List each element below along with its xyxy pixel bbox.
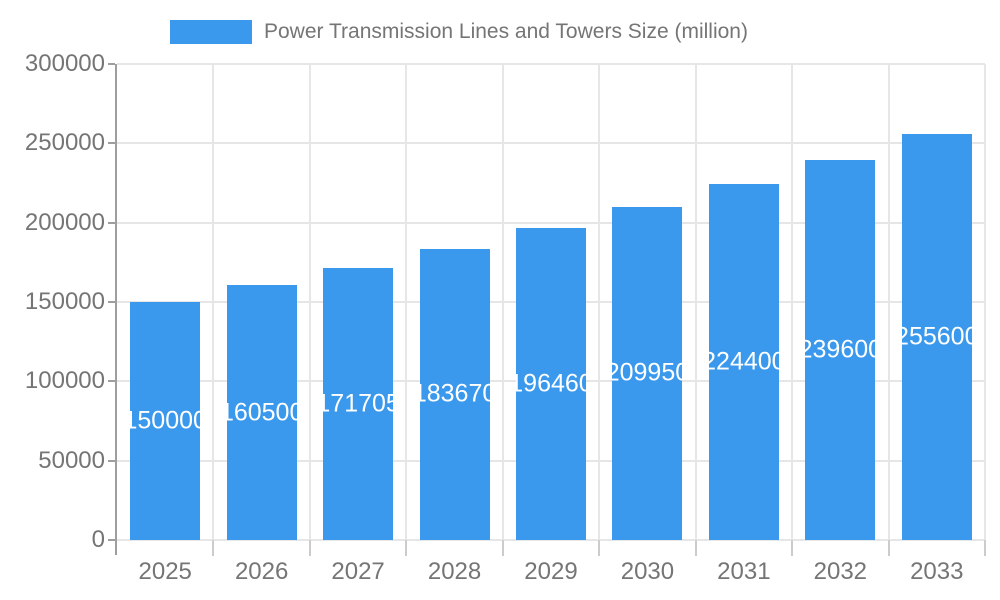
y-axis-label: 200000 xyxy=(24,208,105,236)
bar-value-label: 239600 xyxy=(805,335,876,364)
gridline-vertical xyxy=(501,64,504,540)
gridline-horizontal xyxy=(117,539,985,541)
bar[interactable]: 239600 xyxy=(805,159,876,540)
legend-item[interactable]: Power Transmission Lines and Towers Size… xyxy=(170,20,748,44)
y-axis-label: 150000 xyxy=(24,288,105,315)
y-axis-tick xyxy=(108,301,115,303)
x-axis-tick xyxy=(694,540,697,556)
plot-area: 150000 160500 171705 183670 196460 209950 2244… xyxy=(117,63,986,541)
y-axis-tick xyxy=(108,63,115,65)
y-axis-label: 0 xyxy=(91,526,105,553)
x-axis-tick xyxy=(308,540,311,556)
y-axis-label: 300000 xyxy=(24,50,105,77)
y-axis-label: 250000 xyxy=(24,129,105,157)
x-axis-label: 2030 xyxy=(620,558,675,585)
gridline-vertical xyxy=(308,64,311,540)
x-axis-tick xyxy=(984,540,986,556)
bar[interactable]: 171705 xyxy=(323,267,394,540)
bar[interactable]: 196460 xyxy=(516,228,586,540)
y-axis-tick xyxy=(108,142,115,145)
gridline-vertical xyxy=(405,64,408,540)
x-axis-label: 2028 xyxy=(427,558,482,585)
x-axis-label: 2032 xyxy=(813,558,868,585)
y-axis-tick xyxy=(108,459,115,462)
legend-label: Power Transmission Lines and Towers Size… xyxy=(264,20,748,43)
x-axis-tick xyxy=(405,540,408,556)
x-axis-label: 2025 xyxy=(138,558,192,585)
gridline-vertical xyxy=(887,64,890,540)
legend-swatch xyxy=(170,20,252,44)
x-axis-label: 2031 xyxy=(717,558,771,585)
bar-value-label: 160500 xyxy=(226,398,297,427)
bar-value-label: 150000 xyxy=(130,406,201,435)
y-axis-line xyxy=(115,64,117,555)
gridline-horizontal xyxy=(117,63,985,65)
bar[interactable]: 255600 xyxy=(901,134,972,540)
y-axis-tick xyxy=(108,539,115,541)
y-axis-label: 100000 xyxy=(24,367,105,395)
x-axis-tick xyxy=(212,540,215,556)
gridline-vertical xyxy=(694,64,697,540)
gridline-horizontal xyxy=(117,221,985,224)
gridline-vertical xyxy=(598,64,601,540)
x-axis-tick xyxy=(501,540,504,556)
gridline-vertical xyxy=(212,64,215,540)
bar[interactable]: 183670 xyxy=(419,248,490,540)
bar-value-label: 183670 xyxy=(419,379,490,408)
bar[interactable]: 160500 xyxy=(226,285,297,540)
gridline-vertical xyxy=(984,64,986,540)
gridline-vertical xyxy=(791,64,794,540)
x-axis-label: 2033 xyxy=(910,558,964,585)
bar[interactable]: 209950 xyxy=(612,206,683,540)
x-axis-label: 2027 xyxy=(331,558,385,585)
y-axis-tick xyxy=(108,380,115,383)
y-axis-label: 50000 xyxy=(38,446,105,474)
bar-value-label: 196460 xyxy=(516,369,586,398)
y-axis-tick xyxy=(108,221,115,224)
x-axis-label: 2029 xyxy=(524,558,578,585)
x-axis-tick xyxy=(598,540,601,556)
gridline-horizontal xyxy=(117,142,985,145)
bar-value-label: 209950 xyxy=(612,358,683,387)
bar-value-label: 171705 xyxy=(323,389,394,418)
bar-value-label: 255600 xyxy=(901,322,972,351)
x-axis-label: 2026 xyxy=(234,558,289,585)
x-axis-tick xyxy=(887,540,890,556)
bar-value-label: 224400 xyxy=(708,347,779,376)
x-axis-tick xyxy=(791,540,794,556)
bar[interactable]: 224400 xyxy=(708,183,779,540)
bar[interactable]: 150000 xyxy=(130,302,201,540)
